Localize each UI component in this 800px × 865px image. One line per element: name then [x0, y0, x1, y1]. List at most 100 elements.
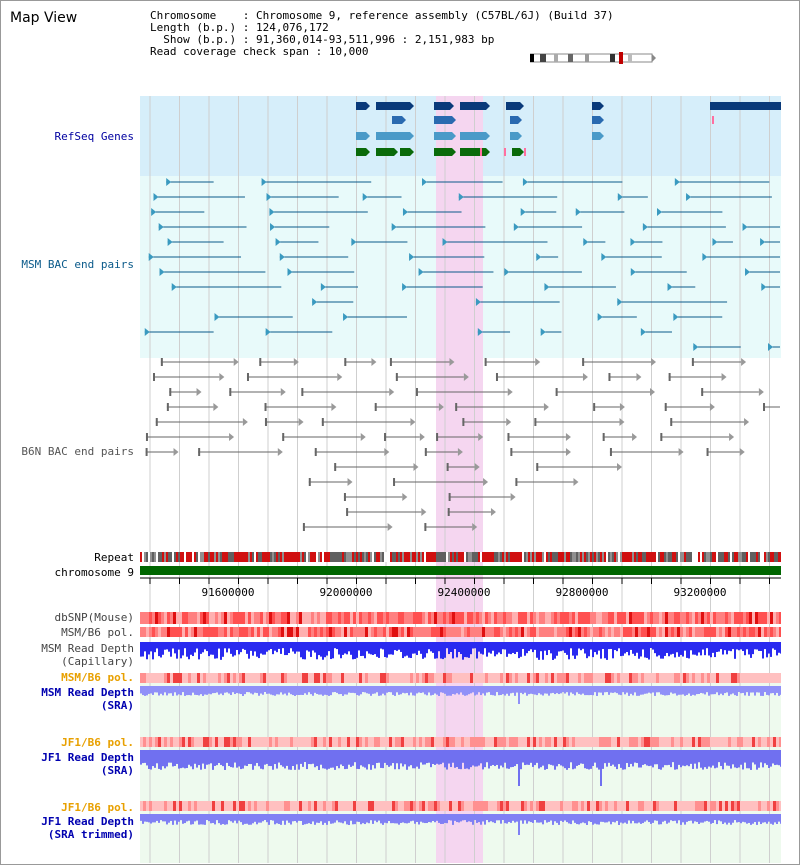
- jf1-read-depth-trimmed-label[interactable]: JF1 Read Depth (SRA trimmed): [41, 815, 134, 841]
- bac-end: [275, 238, 281, 246]
- depth-bar: [232, 642, 234, 657]
- heat-cell: [590, 737, 593, 747]
- depth-bar: [530, 686, 532, 694]
- repeat-block: [584, 552, 586, 562]
- repeat-block: [256, 552, 258, 562]
- heat-cell: [611, 737, 614, 747]
- depth-bar: [368, 750, 370, 765]
- heat-cell: [506, 673, 509, 683]
- heat-cell: [173, 612, 176, 624]
- b6n-bac-track-label[interactable]: B6N BAC end pairs: [21, 445, 134, 458]
- depth-bar: [140, 814, 142, 821]
- chromosome-ideogram[interactable]: [530, 52, 660, 66]
- heat-cell: [323, 612, 326, 624]
- depth-bar: [512, 750, 514, 767]
- heat-cell: [740, 801, 743, 811]
- bac-end: [448, 493, 451, 501]
- depth-bar: [692, 686, 694, 695]
- bac-end: [664, 403, 667, 411]
- heat-cell: [239, 737, 242, 747]
- heat-cell: [563, 673, 566, 683]
- msm-read-depth-sra-label[interactable]: MSM Read Depth (SRA): [41, 686, 134, 712]
- heat-cell: [317, 673, 320, 683]
- depth-bar: [204, 814, 206, 825]
- depth-bar: [390, 642, 392, 655]
- heat-cell: [545, 627, 548, 637]
- repeat-block: [482, 552, 484, 562]
- depth-bar: [370, 750, 372, 770]
- b6n-bac-end-pairs[interactable]: [145, 358, 781, 531]
- depth-bar: [660, 750, 662, 770]
- msm-bac-end-pairs[interactable]: [144, 178, 780, 351]
- depth-bar: [754, 642, 756, 650]
- jf1-b6-pol-trimmed-label[interactable]: JF1/B6 pol.: [61, 801, 134, 814]
- repeat-block: [218, 552, 220, 562]
- bac-end: [387, 523, 393, 531]
- depth-bar: [520, 642, 522, 657]
- msm-b6-pol-sra-label[interactable]: MSM/B6 pol.: [61, 671, 134, 684]
- depth-bar: [462, 750, 464, 763]
- heat-cell: [488, 801, 491, 811]
- heat-cell: [752, 627, 755, 637]
- genome-track-area[interactable]: 91600000 92000000 92400000 92800000 93200000: [140, 96, 781, 863]
- msm-b6-pol-track-label[interactable]: MSM/B6 pol.: [61, 626, 134, 639]
- bac-end: [402, 493, 408, 501]
- heat-cell: [767, 801, 770, 811]
- refseq-track-label[interactable]: RefSeq Genes: [54, 130, 134, 143]
- depth-bar: [252, 686, 254, 695]
- refseq-genes[interactable]: [356, 102, 781, 156]
- depth-bar: [144, 814, 146, 822]
- depth-bar: [764, 814, 766, 823]
- repeat-block: [438, 552, 440, 562]
- repeat-block: [696, 552, 698, 562]
- depth-bar: [484, 814, 486, 825]
- jf1-read-depth-sra-label[interactable]: JF1 Read Depth (SRA): [41, 751, 134, 777]
- depth-bar: [216, 686, 218, 693]
- depth-bar: [680, 814, 682, 825]
- depth-bar: [534, 750, 536, 766]
- bac-end: [667, 283, 673, 291]
- depth-bar: [274, 642, 276, 651]
- repeat-block: [468, 552, 470, 562]
- msm-read-depth-capillary-label[interactable]: MSM Read Depth (Capillary): [41, 642, 134, 668]
- msm-bac-track-label[interactable]: MSM BAC end pairs: [21, 258, 134, 271]
- heat-cell: [314, 801, 317, 811]
- depth-bar: [414, 642, 416, 654]
- bac-end: [308, 478, 311, 486]
- heat-cell: [614, 673, 617, 683]
- depth-bar: [762, 814, 764, 823]
- depth-bar: [218, 814, 220, 824]
- depth-bar: [284, 814, 286, 825]
- jf1-b6-pol-label[interactable]: JF1/B6 pol.: [61, 736, 134, 749]
- depth-bar: [558, 750, 560, 765]
- depth-bar: [462, 686, 464, 695]
- depth-bar: [468, 686, 470, 695]
- repeat-block: [442, 552, 444, 562]
- heat-cell: [302, 801, 305, 811]
- repeat-block: [166, 552, 168, 562]
- depth-bar: [660, 814, 662, 825]
- msm-read-depth-sra: [140, 686, 781, 704]
- depth-bar: [180, 750, 182, 769]
- highlight-region[interactable]: [436, 96, 483, 863]
- depth-bar: [486, 814, 488, 821]
- depth-bar: [488, 750, 490, 769]
- depth-bar: [316, 642, 318, 660]
- gene-strand-arrow: [366, 148, 370, 156]
- bac-end: [151, 208, 157, 216]
- heat-cell: [488, 737, 491, 747]
- heat-cell: [557, 737, 560, 747]
- heat-cell: [218, 627, 221, 637]
- depth-bar: [774, 686, 776, 696]
- depth-bar: [672, 642, 674, 654]
- dbsnp-track-label[interactable]: dbSNP(Mouse): [54, 611, 134, 624]
- heat-cell: [683, 737, 686, 747]
- heat-cell: [737, 673, 740, 683]
- heat-cell: [689, 627, 692, 637]
- depth-bar: [606, 642, 608, 660]
- depth-bar: [228, 642, 230, 649]
- heat-cell: [311, 627, 314, 637]
- heat-cell: [365, 627, 368, 637]
- depth-bar: [732, 686, 734, 694]
- depth-bar: [424, 750, 426, 765]
